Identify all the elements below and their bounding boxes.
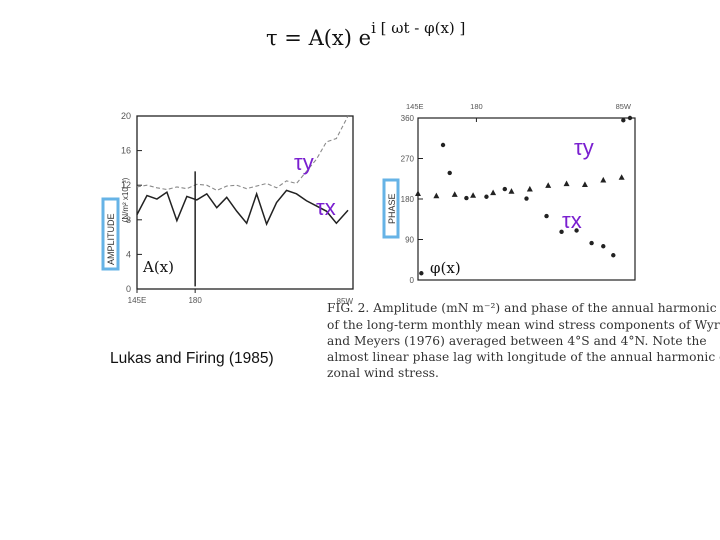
amplitude-y-tick-label: 16 — [121, 146, 131, 156]
phase-chart: 360 270 180 90 0 145E 180 85W PHASE — [382, 102, 636, 285]
phase-y-tick-label: 90 — [405, 236, 414, 245]
phase-point-tau-y — [526, 185, 533, 192]
phase-label: φ(x) — [428, 259, 463, 277]
amplitude-y-tick-label: 0 — [126, 284, 131, 294]
caption-line-5: zonal wind stress. — [327, 366, 439, 380]
phase-label-highlight — [382, 178, 400, 239]
phase-point-tau-x — [601, 244, 606, 249]
phase-point-tau-x — [611, 253, 616, 258]
phase-point-tau-x — [447, 170, 452, 176]
phase-point-tau-y — [581, 181, 588, 187]
phase-y-tick-label: 270 — [401, 155, 415, 164]
amplitude-label-highlight — [101, 197, 120, 271]
left-tau-x-label: τx — [316, 195, 336, 220]
phase-point-tau-y — [415, 190, 421, 196]
phase-point-tau-y — [545, 182, 552, 188]
caption-line-4: almost linear phase lag with longitude o… — [327, 350, 720, 364]
equation-lhs: τ = A(x) e — [266, 26, 372, 50]
equation-title: τ = A(x) ei [ ωt - φ(x) ] — [266, 19, 465, 50]
caption-line-3: and Meyers (1976) averaged between 4°S a… — [327, 334, 707, 348]
phase-point-tau-y — [508, 188, 515, 194]
left-tau-y-label: τy — [294, 150, 314, 175]
amplitude-x-tick-label: 180 — [188, 296, 202, 305]
amplitude-plot-frame — [136, 115, 354, 290]
amplitude-series-tau-x — [136, 189, 349, 227]
phase-point-tau-x — [419, 271, 424, 276]
phase-point-tau-y — [490, 189, 497, 196]
amplitude-axis-label: AMPLITUDE — [106, 213, 116, 265]
phase-y-tick-label: 360 — [401, 114, 415, 123]
phase-point-tau-x — [484, 194, 489, 199]
phase-point-tau-y — [563, 180, 570, 187]
phase-y-tick-label: 0 — [410, 276, 415, 285]
amplitude-y-tick-label: 12 — [121, 180, 131, 190]
equation-exponent: i [ ωt - φ(x) ] — [371, 19, 466, 37]
phase-point-tau-x — [440, 142, 446, 148]
caption-line-2: of the long-term monthly mean wind stres… — [327, 318, 720, 332]
amplitude-label: A(x) — [141, 258, 176, 276]
right-tau-y-label: τy — [574, 135, 594, 160]
phase-x-tick-label: 145E — [406, 102, 424, 111]
caption-line-1: FIG. 2. Amplitude (mN m⁻²) and phase of … — [327, 301, 717, 315]
amplitude-y-tick-label: 4 — [126, 249, 131, 259]
phase-point-tau-x — [621, 118, 626, 123]
phase-x-tick-label: 180 — [470, 102, 483, 111]
phase-point-tau-x — [627, 115, 633, 121]
amplitude-x-tick-label: 85W — [337, 297, 354, 306]
phase-x-tick-label: 85W — [616, 102, 632, 111]
amplitude-x-tick-label: 145E — [128, 296, 147, 305]
phase-point-tau-x — [544, 213, 549, 219]
amplitude-series-tau-y — [136, 115, 349, 191]
phase-y-tick-label: 180 — [401, 195, 415, 204]
phase-point-tau-x — [464, 195, 469, 201]
phase-point-tau-y — [433, 192, 440, 199]
phase-point-tau-y — [451, 191, 458, 197]
phase-point-tau-x — [574, 228, 579, 233]
amplitude-y-tick-label: 20 — [121, 111, 131, 121]
amplitude-y-tick-label: 8 — [126, 215, 131, 225]
amplitude-axis-units: (N/m² x10⁻³) — [121, 177, 130, 222]
phase-point-tau-x — [559, 229, 564, 235]
right-tau-x-label: τx — [562, 208, 582, 233]
phase-point-tau-x — [589, 240, 594, 246]
phase-point-tau-x — [524, 196, 529, 201]
source-credit: Lukas and Firing (1985) — [110, 350, 274, 367]
phase-point-tau-y — [618, 174, 625, 180]
phase-point-tau-x — [502, 186, 507, 192]
phase-axis-label: PHASE — [387, 193, 397, 224]
phase-point-tau-y — [600, 176, 607, 183]
phase-point-tau-y — [470, 192, 477, 198]
amplitude-chart: 20 16 12 8 4 0 145E 180 85W AMPLITUDE (N/m² x10⁻… — [101, 111, 354, 306]
